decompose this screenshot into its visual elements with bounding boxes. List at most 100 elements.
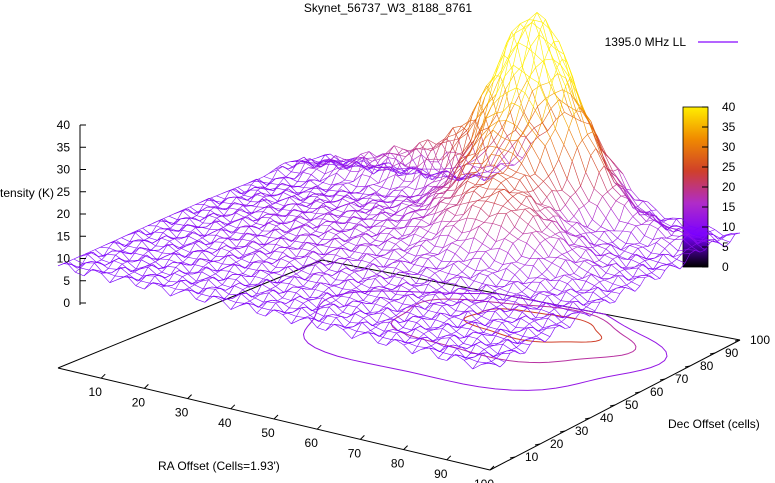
mesh-segment (641, 221, 647, 225)
mesh-segment (122, 245, 129, 251)
mesh-segment (450, 138, 460, 151)
mesh-segment (562, 89, 572, 95)
mesh-segment (606, 295, 616, 303)
mesh-segment (380, 211, 390, 219)
mesh-segment (494, 342, 500, 346)
mesh-segment (458, 214, 464, 221)
mesh-segment (441, 220, 451, 223)
mesh-segment (587, 265, 593, 273)
mesh-segment (268, 205, 278, 215)
mesh-segment (301, 307, 311, 316)
mesh-segment (290, 273, 297, 277)
mesh-segment (401, 186, 408, 191)
mesh-segment (316, 155, 323, 159)
mesh-segment (351, 306, 357, 315)
mesh-segment (366, 253, 372, 255)
mesh-segment (175, 262, 182, 268)
mesh-segment (130, 268, 137, 272)
mesh-segment (495, 163, 501, 168)
mesh-segment (254, 187, 260, 189)
mesh-segment (238, 232, 248, 241)
mesh-segment (148, 237, 158, 241)
mesh-segment (113, 260, 123, 265)
mesh-segment (87, 251, 94, 255)
mesh-segment (516, 70, 522, 88)
mesh-segment (426, 211, 432, 217)
mesh-segment (555, 48, 561, 65)
mesh-segment (484, 320, 494, 327)
mesh-segment (683, 227, 689, 230)
mesh-segment (431, 186, 441, 194)
mesh-segment (417, 168, 424, 175)
mesh-segment (492, 172, 498, 178)
mesh-segment (390, 226, 396, 229)
mesh-segment (578, 106, 585, 111)
mesh-segment (514, 226, 524, 235)
mesh-segment (376, 186, 383, 193)
mesh-segment (360, 332, 366, 335)
mesh-segment (294, 258, 304, 267)
mesh-segment (462, 155, 468, 168)
mesh-segment (466, 204, 473, 219)
mesh-segment (600, 154, 607, 167)
mesh-segment (262, 247, 271, 254)
mesh-segment (372, 214, 378, 219)
mesh-segment (308, 221, 318, 228)
mesh-segment (484, 129, 494, 140)
mesh-segment (397, 237, 406, 240)
mesh-segment (507, 338, 513, 343)
mesh-segment (318, 159, 325, 166)
mesh-segment (527, 307, 533, 310)
mesh-segment (308, 317, 318, 328)
mesh-segment (395, 285, 402, 295)
mesh-segment (328, 201, 338, 208)
mesh-segment (511, 23, 521, 33)
mesh-segment (365, 158, 372, 166)
mesh-segment (573, 266, 580, 274)
mesh-segment (438, 193, 444, 195)
mesh-segment (522, 336, 532, 338)
mesh-segment (466, 119, 476, 131)
mesh-segment (325, 302, 331, 306)
mesh-segment (315, 205, 322, 214)
mesh-segment (689, 225, 699, 229)
mesh-segment (422, 139, 429, 148)
mesh-segment (345, 289, 352, 293)
mesh-segment (73, 256, 80, 260)
mesh-segment (492, 271, 498, 274)
mesh-segment (259, 187, 269, 190)
mesh-segment (344, 322, 351, 328)
mesh-segment (446, 189, 456, 191)
mesh-segment (540, 302, 547, 310)
mesh-segment (193, 209, 202, 214)
mesh-segment (506, 296, 512, 301)
mesh-segment (161, 271, 171, 276)
mesh-segment (299, 199, 306, 201)
mesh-segment (448, 316, 455, 319)
mesh-segment (552, 294, 562, 301)
mesh-segment (588, 188, 595, 202)
mesh-segment (426, 192, 433, 199)
mesh-segment (230, 188, 236, 191)
mesh-segment (349, 235, 359, 239)
mesh-segment (480, 258, 490, 269)
mesh-segment (402, 273, 408, 279)
mesh-segment (538, 186, 548, 198)
mesh-segment (244, 214, 250, 218)
mesh-segment (659, 218, 665, 222)
mesh-segment (77, 263, 83, 269)
mesh-segment (80, 267, 90, 271)
mesh-segment (213, 212, 223, 217)
mesh-segment (520, 135, 526, 138)
mesh-segment (331, 207, 338, 211)
mesh-segment (283, 197, 290, 207)
mesh-segment (339, 306, 345, 308)
mesh-segment (333, 163, 339, 171)
mesh-segment (445, 180, 451, 186)
mesh-segment (514, 189, 524, 193)
mesh-segment (357, 278, 364, 283)
mesh-segment (440, 184, 446, 188)
mesh-segment (402, 233, 412, 237)
mesh-segment (283, 283, 290, 293)
mesh-segment (327, 212, 334, 215)
